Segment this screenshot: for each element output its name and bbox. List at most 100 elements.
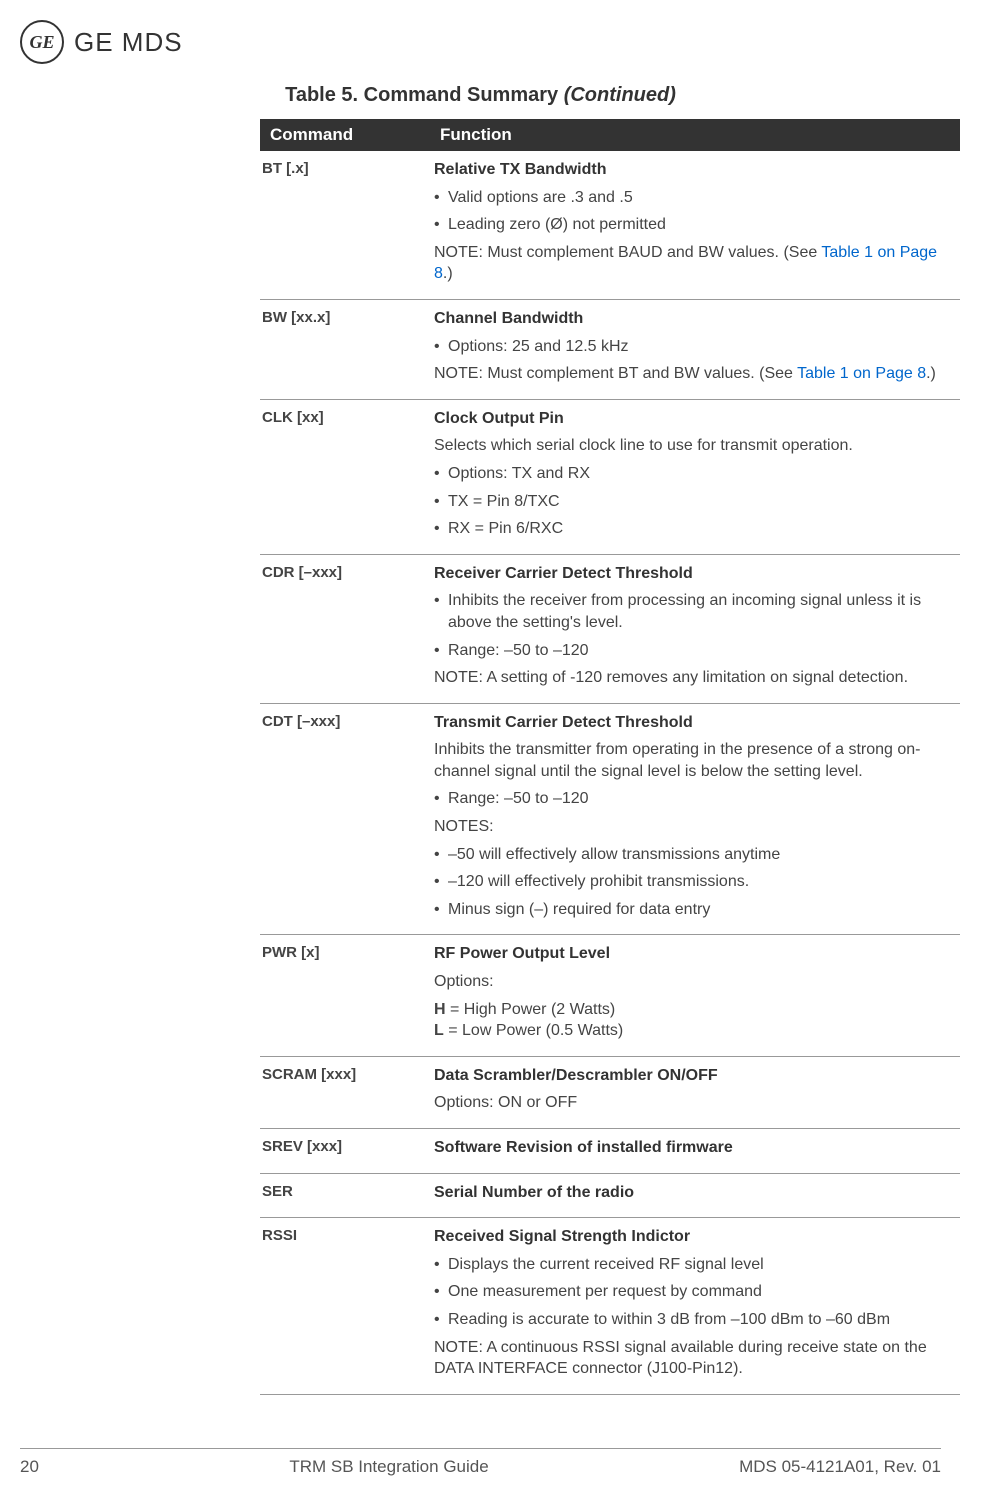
col-header-function: Function [430, 119, 960, 151]
bullet-text: Displays the current received RF signal … [448, 1254, 956, 1276]
table-title-prefix: Table 5. Command Summary [285, 84, 564, 106]
table-row: BW [xx.x]Channel Bandwidth •Options: 25 a… [260, 299, 960, 399]
function-cell: Clock Output Pin Selects which serial clo… [430, 399, 960, 554]
function-title: Data Scrambler/Descrambler ON/OFF [434, 1065, 956, 1087]
bullet-line: •Reading is accurate to within 3 dB from… [434, 1309, 956, 1331]
function-title: Receiver Carrier Detect Threshold [434, 563, 956, 585]
bullet-line: •Range: –50 to –120 [434, 640, 956, 662]
option-desc: = High Power (2 Watts) [446, 1001, 616, 1018]
note-line: NOTE: Must complement BT and BW values. … [434, 363, 956, 385]
function-cell: RF Power Output LevelOptions:H = High Po… [430, 935, 960, 1056]
function-cell: Channel Bandwidth •Options: 25 and 12.5 k… [430, 299, 960, 399]
bullet-icon: • [434, 518, 448, 540]
function-title: Transmit Carrier Detect Threshold [434, 712, 956, 734]
table-row: CDR [–xxx]Receiver Carrier Detect Thresh… [260, 554, 960, 703]
command-cell: BW [xx.x] [260, 299, 430, 399]
function-title: Clock Output Pin [434, 408, 956, 430]
brand-logo: GE GE MDS [20, 20, 941, 64]
bullet-line: •Inhibits the receiver from processing a… [434, 590, 956, 633]
command-cell: CDT [–xxx] [260, 703, 430, 935]
note-text: NOTE: Must complement BAUD and BW values… [434, 244, 821, 261]
page-footer: 20 TRM SB Integration Guide MDS 05-4121A… [20, 1448, 941, 1477]
command-summary-table: Command Function BT [.x]Relative TX Band… [260, 119, 960, 1395]
plain-line: Selects which serial clock line to use f… [434, 435, 956, 457]
function-cell: Serial Number of the radio [430, 1173, 960, 1218]
function-title: Received Signal Strength Indictor [434, 1226, 956, 1248]
function-cell: Receiver Carrier Detect Threshold •Inhibi… [430, 554, 960, 703]
bullet-text: TX = Pin 8/TXC [448, 491, 956, 513]
bullet-text: Range: –50 to –120 [448, 640, 956, 662]
bullet-line: •RX = Pin 6/RXC [434, 518, 956, 540]
command-cell: SCRAM [xxx] [260, 1056, 430, 1128]
bullet-text: –50 will effectively allow transmissions… [448, 844, 956, 866]
command-cell: CLK [xx] [260, 399, 430, 554]
function-cell: Data Scrambler/Descrambler ON/OFF Options… [430, 1056, 960, 1128]
note-text: .) [926, 365, 936, 382]
table-row: PWR [x]RF Power Output LevelOptions:H = … [260, 935, 960, 1056]
function-cell: Software Revision of installed firmware [430, 1129, 960, 1174]
plain-line: NOTE: A setting of -120 removes any limi… [434, 667, 956, 689]
command-cell: PWR [x] [260, 935, 430, 1056]
bullet-line: •Leading zero (Ø) not permitted [434, 214, 956, 236]
bullet-line: •Options: TX and RX [434, 463, 956, 485]
function-title: Serial Number of the radio [434, 1182, 956, 1204]
brand-text: GE MDS [74, 27, 183, 58]
bullet-text: One measurement per request by command [448, 1281, 956, 1303]
bullet-text: –120 will effectively prohibit transmiss… [448, 871, 956, 893]
bullet-line: •–50 will effectively allow transmission… [434, 844, 956, 866]
table-row: SCRAM [xxx]Data Scrambler/Descrambler ON… [260, 1056, 960, 1128]
bullet-icon: • [434, 1309, 448, 1331]
bullet-text: Leading zero (Ø) not permitted [448, 214, 956, 236]
footer-doc-title: TRM SB Integration Guide [289, 1457, 488, 1477]
note-text: NOTE: Must complement BT and BW values. … [434, 365, 797, 382]
bullet-icon: • [434, 590, 448, 633]
bullet-text: Minus sign (–) required for data entry [448, 899, 956, 921]
note-text: .) [443, 265, 453, 282]
bullet-icon: • [434, 640, 448, 662]
bullet-icon: • [434, 187, 448, 209]
bullet-icon: • [434, 1281, 448, 1303]
bullet-line: •One measurement per request by command [434, 1281, 956, 1303]
cross-reference-link[interactable]: Table 1 on Page 8 [797, 365, 926, 382]
bullet-icon: • [434, 844, 448, 866]
bullet-icon: • [434, 214, 448, 236]
table-title-suffix: (Continued) [564, 84, 676, 106]
bullet-icon: • [434, 463, 448, 485]
function-title: Software Revision of installed firmware [434, 1137, 956, 1159]
bullet-text: Reading is accurate to within 3 dB from … [448, 1309, 956, 1331]
footer-doc-id: MDS 05-4121A01, Rev. 01 [739, 1457, 941, 1477]
table-row: CDT [–xxx]Transmit Carrier Detect Thresh… [260, 703, 960, 935]
command-cell: SER [260, 1173, 430, 1218]
option-desc: = Low Power (0.5 Watts) [444, 1022, 623, 1039]
table-row: SREV [xxx]Software Revision of installed… [260, 1129, 960, 1174]
plain-line: NOTES: [434, 816, 956, 838]
table-row: RSSIReceived Signal Strength Indictor•Di… [260, 1218, 960, 1395]
bullet-text: Options: TX and RX [448, 463, 956, 485]
table-title: Table 5. Command Summary (Continued) [20, 84, 941, 107]
function-title: Channel Bandwidth [434, 308, 956, 330]
plain-line: Options: ON or OFF [434, 1092, 956, 1114]
function-cell: Relative TX Bandwidth•Valid options are … [430, 151, 960, 299]
bullet-text: Range: –50 to –120 [448, 788, 956, 810]
bullet-line: •Valid options are .3 and .5 [434, 187, 956, 209]
bullet-text: RX = Pin 6/RXC [448, 518, 956, 540]
table-row: BT [.x]Relative TX Bandwidth•Valid optio… [260, 151, 960, 299]
bullet-text: Options: 25 and 12.5 kHz [448, 336, 956, 358]
option-code: L [434, 1022, 444, 1039]
col-header-command: Command [260, 119, 430, 151]
bullet-line: •Options: 25 and 12.5 kHz [434, 336, 956, 358]
function-cell: Received Signal Strength Indictor•Displa… [430, 1218, 960, 1395]
plain-line: Inhibits the transmitter from operating … [434, 739, 956, 782]
command-cell: SREV [xxx] [260, 1129, 430, 1174]
bullet-text: Valid options are .3 and .5 [448, 187, 956, 209]
command-cell: RSSI [260, 1218, 430, 1395]
ge-monogram-icon: GE [20, 20, 64, 64]
bullet-icon: • [434, 899, 448, 921]
bullet-line: •Displays the current received RF signal… [434, 1254, 956, 1276]
option-code: H [434, 1001, 446, 1018]
bullet-icon: • [434, 1254, 448, 1276]
bullet-icon: • [434, 788, 448, 810]
function-title: RF Power Output Level [434, 943, 956, 965]
option-lines: H = High Power (2 Watts)L = Low Power (0… [434, 999, 956, 1042]
function-cell: Transmit Carrier Detect Threshold Inhibit… [430, 703, 960, 935]
